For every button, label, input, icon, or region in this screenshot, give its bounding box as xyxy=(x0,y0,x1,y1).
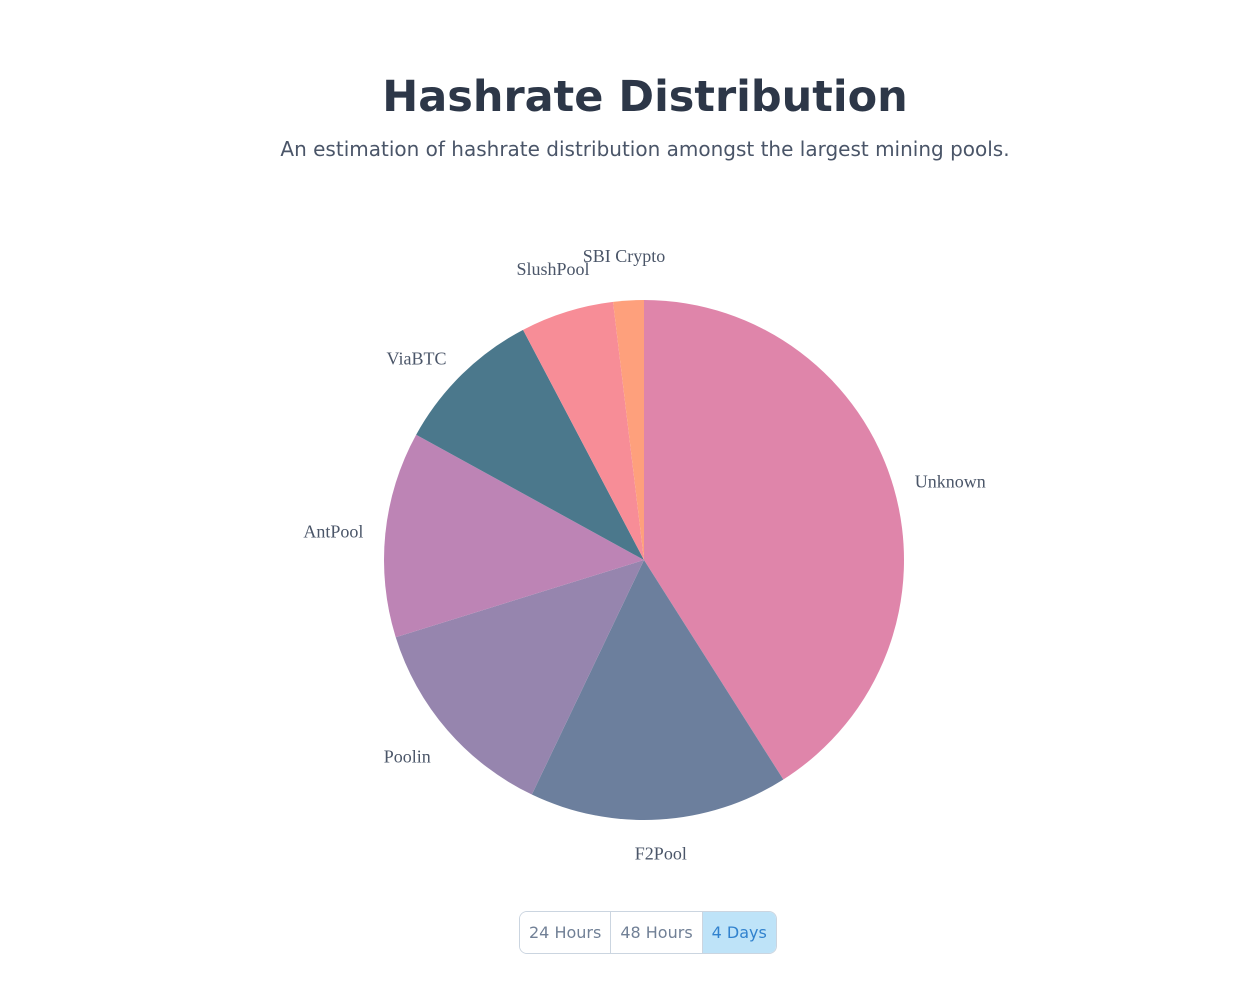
slice-label: SlushPool xyxy=(516,259,589,279)
pie-slice-unknown[interactable] xyxy=(644,300,905,780)
range-48-hours-button[interactable]: 48 Hours xyxy=(610,912,702,953)
slice-label: ViaBTC xyxy=(387,349,447,369)
slice-label: Unknown xyxy=(915,471,986,491)
time-range-selector: 24 Hours 48 Hours 4 Days xyxy=(519,911,777,954)
range-4-days-button[interactable]: 4 Days xyxy=(701,912,776,953)
slice-label: F2Pool xyxy=(635,843,687,863)
page-title: Hashrate Distribution xyxy=(382,72,908,122)
slice-label: Poolin xyxy=(384,746,431,766)
pie-slice-f2pool[interactable] xyxy=(531,560,784,820)
pie-chart: Unknown F2Pool Poolin AntPool ViaBTC SlushPoo… xyxy=(303,246,986,863)
page-subtitle: An estimation of hashrate distribution a… xyxy=(280,137,1010,161)
pie-slice-antpool[interactable] xyxy=(384,434,644,638)
slice-label: AntPool xyxy=(303,522,363,542)
pie-slice-poolin[interactable] xyxy=(395,560,644,795)
slice-label: SBI Crypto xyxy=(583,246,666,266)
pie-slice-sbi-crypto[interactable] xyxy=(613,300,644,560)
pie-slice-slushpool[interactable] xyxy=(523,301,644,560)
range-24-hours-button[interactable]: 24 Hours xyxy=(520,912,611,953)
pie-slice-viabtc[interactable] xyxy=(416,329,644,560)
